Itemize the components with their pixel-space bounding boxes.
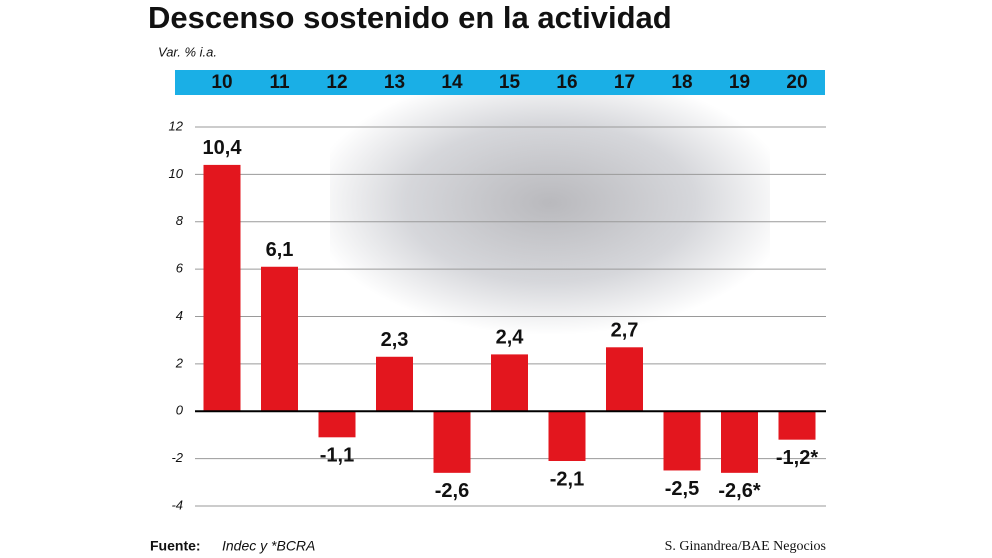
- value-label: -2,6: [435, 480, 469, 502]
- y-tick-label: 4: [176, 308, 183, 323]
- bar: [491, 354, 528, 412]
- credit: S. Ginandrea/BAE Negocios: [665, 539, 826, 554]
- x-tick-label: 18: [671, 72, 692, 93]
- x-tick-label: 17: [614, 72, 635, 93]
- bar: [663, 411, 701, 471]
- value-label: -1,1: [320, 445, 354, 467]
- y-tick-label: -2: [171, 450, 183, 465]
- bar: [778, 411, 816, 440]
- value-label: -2,1: [550, 468, 584, 490]
- value-label: -1,2*: [776, 447, 818, 469]
- x-tick-label: 13: [384, 72, 405, 93]
- x-tick-label: 20: [786, 72, 807, 93]
- bar: [261, 266, 298, 412]
- x-tick-label: 11: [269, 72, 290, 93]
- value-label: 2,4: [496, 327, 525, 349]
- category-band: [175, 70, 825, 95]
- subtitle: Var. % i.a.: [158, 44, 217, 59]
- x-tick-label: 10: [211, 72, 232, 93]
- x-tick-label: 19: [729, 72, 750, 93]
- y-tick-label: 8: [176, 213, 184, 228]
- y-tick-label: 6: [176, 261, 184, 276]
- y-tick-label: 0: [176, 403, 184, 418]
- value-label: 6,1: [266, 239, 294, 261]
- y-tick-label: -4: [171, 497, 183, 512]
- bar: [203, 164, 241, 412]
- bar: [318, 411, 356, 438]
- source: Indec y *BCRA: [222, 538, 315, 554]
- y-tick-label: 12: [169, 118, 184, 133]
- bar: [606, 347, 643, 412]
- y-tick-label: 2: [175, 355, 184, 370]
- bar: [548, 411, 586, 461]
- source-label: Fuente:: [150, 538, 201, 554]
- background-photo: [330, 95, 770, 335]
- x-tick-label: 14: [441, 72, 463, 93]
- x-tick-label: 15: [499, 72, 521, 93]
- value-label: 10,4: [203, 137, 243, 159]
- bar: [376, 356, 413, 412]
- bar: [721, 411, 758, 473]
- x-tick-label: 16: [556, 72, 577, 93]
- chart-title: Descenso sostenido en la actividad: [148, 0, 672, 35]
- y-tick-label: 10: [169, 166, 184, 181]
- bar: [433, 411, 471, 473]
- value-label: 2,3: [381, 329, 409, 351]
- value-label: -2,5: [665, 478, 699, 500]
- x-tick-label: 12: [326, 72, 347, 93]
- value-label: 2,7: [611, 320, 639, 342]
- value-label: -2,6*: [718, 480, 760, 502]
